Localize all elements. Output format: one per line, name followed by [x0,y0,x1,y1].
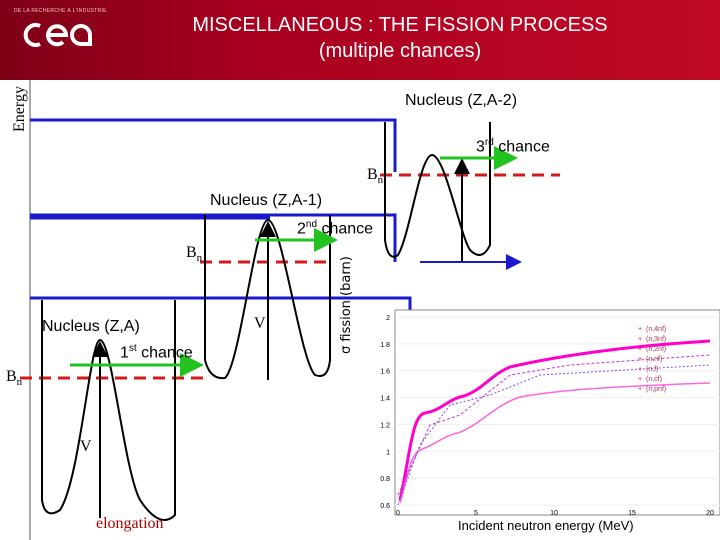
inset-legend-marker: + [638,376,642,383]
barrier-curve-1 [41,300,176,521]
inset-legend-marker: + [638,356,642,363]
inset-y-tick-label: 1.4 [380,396,390,403]
header-banner: DE LA RECHERCHE À L'INDUSTRIE MISCELLANE… [0,0,720,80]
inset-y-tick-label: 1.8 [380,342,390,349]
inset-curves [397,339,711,506]
inset-y-tick-label: 1.2 [380,422,390,429]
bn-b: B [186,244,197,261]
logo-tagline: DE LA RECHERCHE À L'INDUSTRIE [14,8,107,14]
chance3-num: 3 [476,138,485,156]
chance1-sup: st [128,343,137,354]
bn-b: B [6,368,17,385]
cea-logo-mark [23,23,92,47]
sigma-symbol: σ [339,345,354,354]
inset-legend-item: (n,pnf) [646,386,666,393]
inset-y-tick-label: 1.6 [380,369,390,376]
v-label-2: V [254,315,266,332]
chance1-label: 1st chance [120,343,193,362]
inset-curve [399,382,711,504]
inset-x-tick-label: 5 [474,510,478,517]
inset-legend-marker: + [638,326,642,333]
chance2-label: 2nd chance [297,219,373,238]
inset-legend-marker: + [638,336,642,343]
inset-x-axis-label: Incident neutron energy (MeV) [458,518,634,533]
nucleus-a1-label: Nucleus (Z,A-1) [210,192,323,209]
inset-legend: + (n,4nf) + (n,3nf) + (n,2nf) + (n,nf) + (n,f) + (n… [638,326,666,393]
inset-y-tick-label: 0.6 [380,503,390,510]
bn-n: n [377,174,384,187]
inset-legend-marker: + [638,386,642,393]
chance2-num: 2 [297,220,306,238]
bn-n: n [196,252,203,265]
inset-x-tick-label: 15 [628,510,636,517]
inset-legend-item: (n,nf) [646,356,662,363]
inset-y-axis-text: fission (barn) [339,256,354,346]
barrier-curve-2 [204,215,331,380]
inset-curve [397,354,711,496]
v-label-1: V [80,438,92,455]
bn-n: n [16,376,23,389]
chance2-sup: nd [305,219,318,230]
inset-curve [397,364,711,506]
chance1-num: 1 [120,344,129,362]
inset-legend-item: (n,cf) [646,376,662,383]
elongation-axis-label: elongation [96,515,164,532]
inset-legend-item: (n,4nf) [646,326,666,333]
inset-legend-item: (n,2nf) [646,346,666,353]
inset-legend-marker: + [638,346,642,353]
level-line-a2 [30,118,397,172]
cea-logo: DE LA RECHERCHE À L'INDUSTRIE [10,6,110,68]
inset-y-tick-label: 2 [386,315,390,322]
chance3-word: chance [493,138,550,156]
inset-legend-marker: + [638,366,642,373]
inset-x-tick-label: 20 [706,510,714,517]
inset-legend-item: (n,f) [646,366,658,373]
title-line-2: (multiple chances) [318,40,482,62]
chance3-sup: rd [484,137,494,148]
bn-b: B [367,166,378,183]
inset-x-tick-label: 10 [550,510,558,517]
chance3-label: 3rd chance [476,137,550,156]
inset-y-axis-label: σ fission (barn) [338,256,354,354]
barrier-curve-3 [384,122,491,258]
chance2-word: chance [317,220,374,238]
inset-y-ticks: 2 1.8 1.6 1.4 1.2 1 0.8 0.6 [380,315,390,510]
inset-fission-cross-section-plot: 2 1.8 1.6 1.4 1.2 1 0.8 0.6 0 5 10 15 20 + (n,4nf) + (… [380,309,720,517]
level-line-a1-upper [30,213,397,262]
slide-title: MISCELLANEOUS : THE FISSION PROCESS (mul… [120,12,680,64]
nucleus-a2-label: Nucleus (Z,A-2) [405,92,518,109]
bn-label-1: Bn [6,368,22,388]
energy-axis-label: Energy [11,86,28,132]
nucleus-a-label: Nucleus (Z,A) [42,318,140,335]
inset-y-tick-label: 0.8 [380,476,390,483]
inset-x-tick-label: 0 [396,510,400,517]
inset-legend-item: (n,3nf) [646,336,666,343]
inset-y-tick-label: 1 [386,449,390,456]
chance1-word: chance [136,344,193,362]
title-line-1: MISCELLANEOUS : THE FISSION PROCESS [192,14,608,36]
bn-label-2: Bn [186,244,202,264]
bn-label-3: Bn [367,166,383,186]
inset-curve [398,339,711,501]
inset-x-ticks: 0 5 10 15 20 [396,510,714,517]
